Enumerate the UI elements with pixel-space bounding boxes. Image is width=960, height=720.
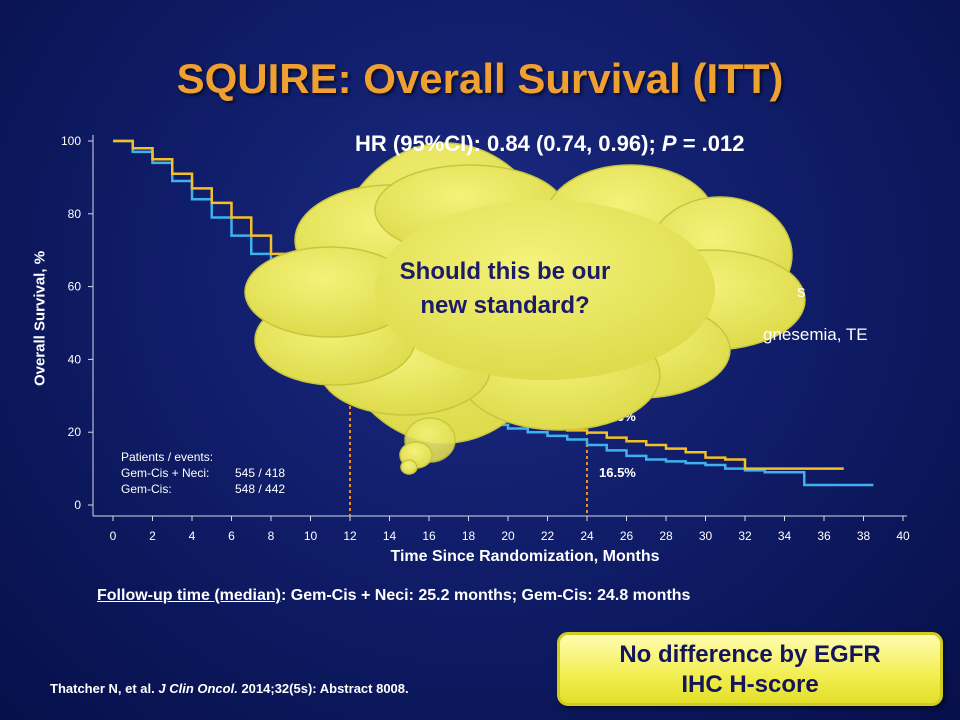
followup-detail: : Gem-Cis + Neci: 25.2 months; Gem-Cis: … bbox=[281, 587, 691, 604]
y-tick-label: 40 bbox=[68, 352, 82, 366]
y-tick-label: 0 bbox=[74, 498, 81, 512]
patients-row-label: Gem-Cis: bbox=[121, 482, 172, 496]
cloud-question: Should this be our new standard? bbox=[345, 255, 665, 323]
patients-header: Patients / events: bbox=[121, 450, 214, 464]
x-tick-label: 14 bbox=[383, 529, 397, 543]
citation-author: Thatcher N, et al. bbox=[50, 681, 159, 696]
hr-p-label: P bbox=[661, 131, 677, 156]
citation-journal: J Clin Oncol. bbox=[158, 681, 238, 696]
x-tick-label: 22 bbox=[541, 529, 555, 543]
obscured-text-fragment: s bbox=[797, 282, 806, 301]
x-tick-label: 16 bbox=[422, 529, 436, 543]
hr-p-value: = .012 bbox=[676, 131, 745, 156]
followup-label: Follow-up time (median) bbox=[97, 587, 281, 604]
slide-title: SQUIRE: Overall Survival (ITT) bbox=[176, 55, 784, 102]
x-tick-label: 30 bbox=[699, 529, 713, 543]
x-tick-label: 36 bbox=[817, 529, 831, 543]
y-tick-label: 60 bbox=[68, 280, 82, 294]
hr-prefix: HR (95%CI): 0.84 (0.74, 0.96); bbox=[355, 131, 662, 156]
y-tick-label: 100 bbox=[61, 134, 81, 148]
x-tick-label: 28 bbox=[659, 529, 673, 543]
cloud-line-2: new standard? bbox=[420, 292, 590, 319]
cloud-line-1: Should this be our bbox=[399, 258, 611, 285]
x-tick-label: 32 bbox=[738, 529, 752, 543]
patients-row-value: 548 / 442 bbox=[235, 482, 286, 496]
x-tick-label: 10 bbox=[304, 529, 318, 543]
y-tick-label: 80 bbox=[68, 207, 82, 221]
x-tick-label: 38 bbox=[857, 529, 871, 543]
survival-annotation: 16.5% bbox=[599, 465, 636, 480]
x-axis-title: Time Since Randomization, Months bbox=[390, 548, 660, 565]
citation-rest: 2014;32(5s): Abstract 8008. bbox=[237, 681, 409, 696]
patients-row-value: 545 / 418 bbox=[235, 466, 286, 480]
patients-events-box: Patients / events: Gem-Cis + Neci: 545 / … bbox=[121, 449, 285, 497]
x-tick-label: 26 bbox=[620, 529, 634, 543]
thought-cloud bbox=[244, 142, 806, 475]
x-tick-label: 34 bbox=[778, 529, 792, 543]
x-tick-label: 4 bbox=[189, 529, 196, 543]
patients-row-neci: Gem-Cis + Neci: 545 / 418 bbox=[121, 465, 285, 481]
x-tick-label: 20 bbox=[501, 529, 515, 543]
x-tick-label: 40 bbox=[896, 529, 910, 543]
followup-text: Follow-up time (median): Gem-Cis + Neci:… bbox=[97, 587, 690, 605]
x-tick-label: 12 bbox=[343, 529, 357, 543]
hazard-ratio-text: HR (95%CI): 0.84 (0.74, 0.96); P = .012 bbox=[355, 131, 744, 157]
patients-row-gemcis: Gem-Cis: 548 / 442 bbox=[121, 481, 285, 497]
x-tick-label: 2 bbox=[149, 529, 156, 543]
callout-line-1: No difference by EGFR bbox=[619, 641, 881, 668]
x-tick-label: 24 bbox=[580, 529, 594, 543]
y-axis-title: Overall Survival, % bbox=[31, 250, 49, 387]
patients-row-label: Gem-Cis + Neci: bbox=[121, 466, 210, 480]
y-tick-label: 20 bbox=[68, 425, 82, 439]
x-tick-label: 18 bbox=[462, 529, 476, 543]
callout-line-2: IHC H-score bbox=[681, 671, 819, 698]
x-tick-label: 0 bbox=[110, 529, 117, 543]
obscured-text-fragment: gnesemia, TE bbox=[763, 325, 868, 344]
citation: Thatcher N, et al. J Clin Oncol. 2014;32… bbox=[50, 681, 409, 696]
x-tick-label: 8 bbox=[268, 529, 275, 543]
egfr-callout-box: No difference by EGFR IHC H-score bbox=[557, 632, 943, 706]
x-tick-label: 6 bbox=[228, 529, 235, 543]
